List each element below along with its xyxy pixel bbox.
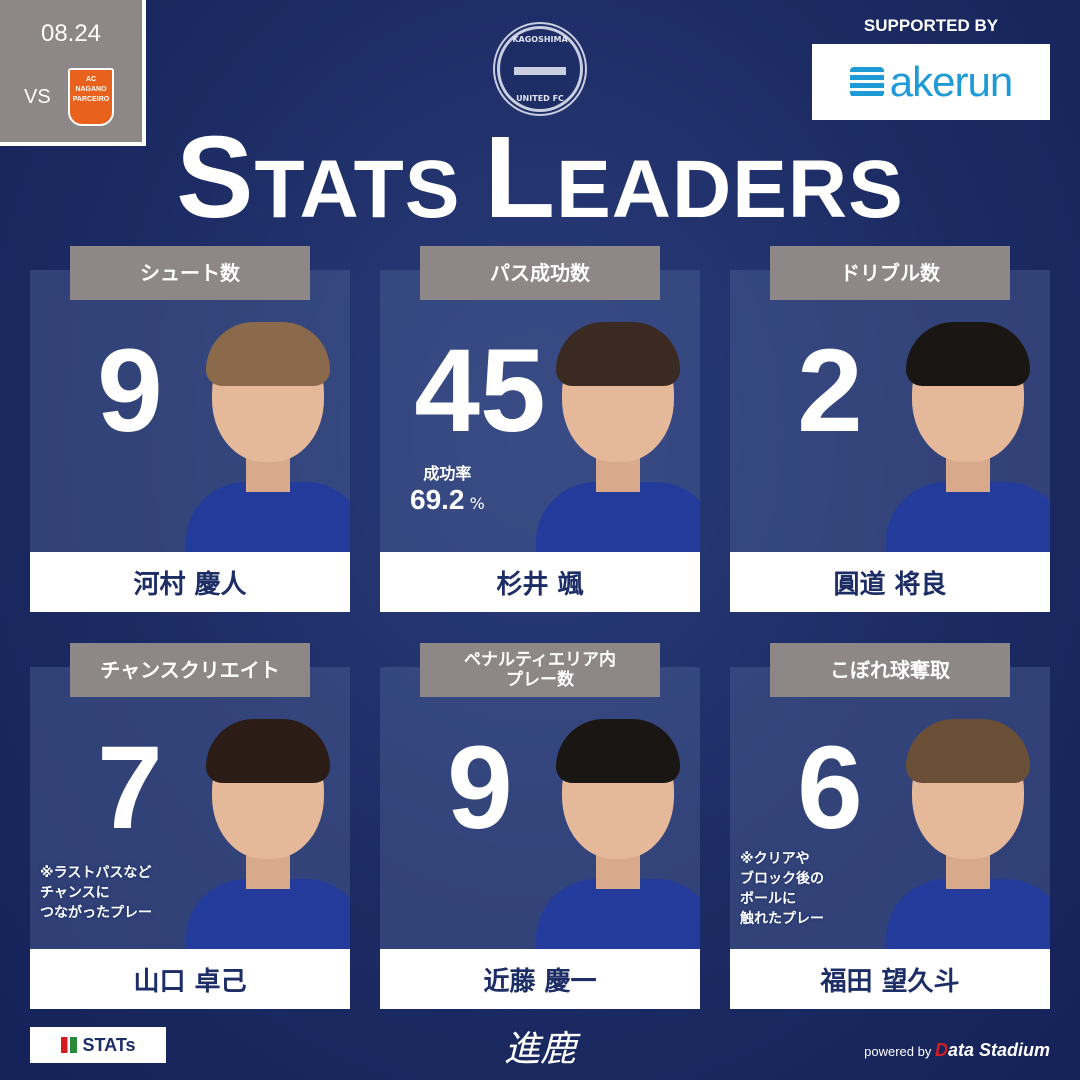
player-photo (880, 719, 1050, 951)
match-date: 08.24 (40, 20, 102, 47)
pass-success-rate: 成功率 69.2 % (410, 464, 485, 515)
stat-value: 45 (414, 325, 546, 457)
player-photo (530, 322, 700, 554)
crest-bottom-text: UNITED FC (516, 94, 564, 103)
stats-bar-icon (60, 1037, 77, 1053)
opponent-logo: AC NAGANO PARCEIRO (68, 68, 114, 126)
stat-category: ペナルティエリア内 プレー数 (420, 643, 660, 697)
stat-value: 7 (97, 722, 163, 854)
stat-category: シュート数 (70, 246, 310, 300)
player-photo (180, 322, 350, 554)
stat-note: ※ラストパスなど チャンスに つながったプレー (40, 865, 152, 921)
vs-label: VS (24, 86, 51, 108)
stat-category: チャンスクリエイト (70, 643, 310, 697)
player-name: 福田 望久斗 (730, 949, 1050, 1009)
player-photo (180, 719, 350, 951)
player-photo (530, 719, 700, 951)
stat-value: 9 (97, 325, 163, 457)
match-info: 08.24 VS AC NAGANO PARCEIRO (0, 0, 146, 146)
stat-category: ドリブル数 (770, 246, 1010, 300)
data-stadium-logo: Data Stadium (934, 1040, 1050, 1060)
sponsor-name: akerun (889, 58, 1013, 105)
sponsor-logo: akerun (812, 44, 1050, 120)
slogan-calligraphy: 進鹿 (503, 1029, 576, 1070)
player-name: 山口 卓己 (30, 949, 350, 1009)
powered-by: powered by Data Stadium (864, 1040, 1050, 1060)
stat-category: こぼれ球奪取 (770, 643, 1010, 697)
crest-top-text: KAGOSHIMA (512, 35, 568, 44)
stat-value: 9 (447, 722, 513, 854)
stats-logo: STATs (30, 1027, 166, 1063)
stat-category: パス成功数 (420, 246, 660, 300)
player-name: 杉井 颯 (380, 552, 700, 612)
club-crest-logo: KAGOSHIMA UNITED FC (497, 26, 583, 112)
player-name: 圓道 将良 (730, 552, 1050, 612)
stat-value: 6 (797, 722, 863, 854)
akerun-mark-icon (849, 67, 884, 97)
player-name: 近藤 慶一 (380, 949, 700, 1009)
stat-note: ※クリアや ブロック後の ボールに 触れたプレー (740, 851, 824, 927)
player-name: 河村 慶人 (30, 552, 350, 612)
supported-by-label: SUPPORTED BY (863, 16, 999, 35)
stat-value: 2 (797, 325, 863, 457)
page-title: STATS LEADERS (176, 112, 904, 242)
player-photo (880, 322, 1050, 554)
